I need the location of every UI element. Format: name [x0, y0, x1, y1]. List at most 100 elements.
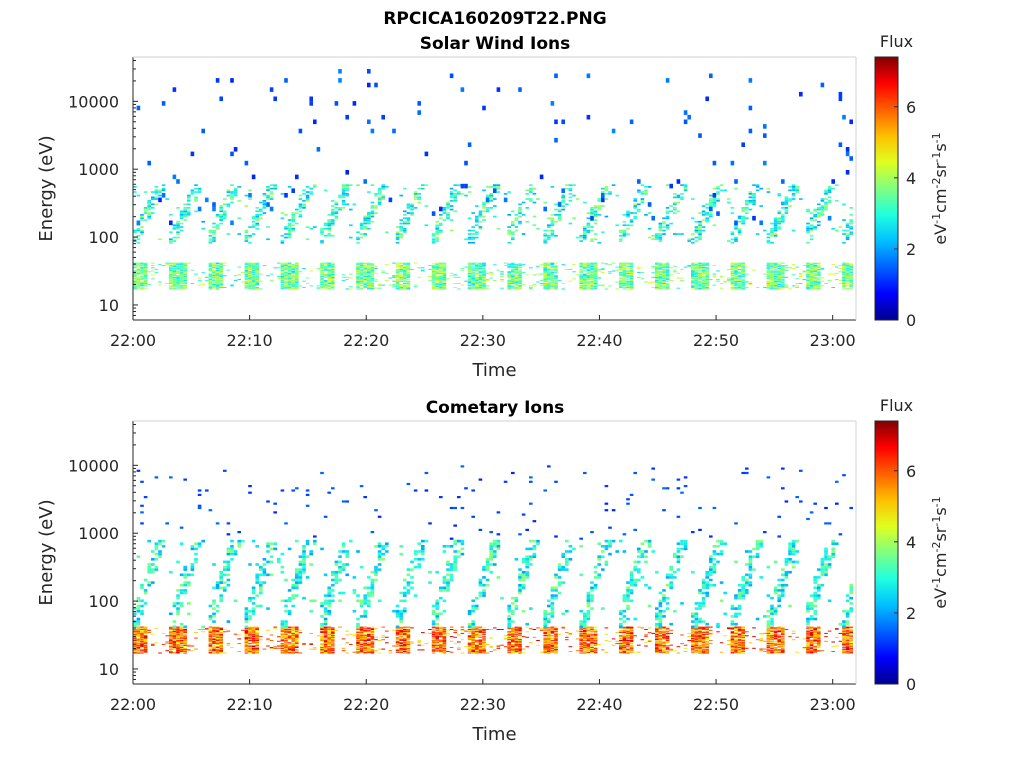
heatmap-cell: [251, 285, 256, 287]
heatmap-cell: [320, 283, 324, 284]
heatmap-cell: [471, 284, 475, 286]
heatmap-cell: [212, 639, 216, 641]
heatmap-cell: [662, 264, 666, 266]
heatmap-cell: [665, 264, 670, 266]
heatmap-cell: [136, 644, 141, 646]
heatmap-cell: [212, 599, 216, 603]
heatmap-cell: [158, 284, 162, 286]
heatmap-cell: [691, 267, 695, 269]
heatmap-cell: [190, 565, 195, 569]
heatmap-cell: [669, 267, 673, 269]
heatmap-cell: [187, 198, 191, 200]
heatmap-cell: [817, 265, 821, 266]
heatmap-cell: [665, 78, 670, 83]
heatmap-cell: [741, 271, 745, 273]
heatmap-cell: [176, 594, 180, 597]
heatmap-cell: [770, 284, 774, 286]
heatmap-cell: [323, 266, 328, 268]
heatmap-cell: [730, 279, 735, 281]
heatmap-cell: [795, 278, 799, 280]
heatmap-cell: [734, 284, 738, 286]
heatmap-cell: [244, 628, 249, 630]
heatmap-cell: [813, 288, 817, 290]
heatmap-cell: [478, 276, 483, 278]
heatmap-cell: [665, 267, 670, 269]
heatmap-cell: [770, 279, 774, 281]
heatmap-cell: [773, 288, 778, 290]
heatmap-cell: [226, 547, 231, 551]
heatmap-cell: [763, 124, 767, 129]
heatmap-cell: [169, 274, 173, 276]
heatmap-cell: [284, 287, 288, 288]
heatmap-cell: [745, 287, 749, 288]
heatmap-cell: [467, 273, 472, 275]
heatmap-cell: [251, 612, 256, 616]
heatmap-cell: [773, 265, 778, 266]
heatmap-cell: [640, 193, 645, 195]
heatmap-cells: [133, 465, 853, 654]
heatmap-cell: [176, 222, 180, 225]
heatmap-cell: [147, 212, 151, 214]
heatmap-cell: [428, 276, 432, 277]
heatmap-cell: [748, 105, 753, 111]
heatmap-cell: [298, 203, 303, 206]
heatmap-cell: [403, 278, 407, 280]
heatmap-cell: [212, 270, 216, 272]
heatmap-cell: [284, 236, 288, 239]
heatmap-cell: [255, 268, 259, 270]
heatmap-cell: [543, 233, 547, 235]
heatmap-cell: [241, 272, 245, 274]
heatmap-cell: [763, 287, 767, 288]
heatmap-cell: [172, 643, 177, 645]
heatmap-cell: [593, 288, 598, 290]
heatmap-cell: [781, 265, 785, 267]
heatmap-cell: [183, 643, 187, 645]
heatmap-cell: [208, 649, 213, 651]
heatmap-cell: [543, 263, 547, 265]
colorbar-title: Flux: [880, 32, 913, 51]
heatmap-cell: [212, 271, 216, 273]
heatmap-cell: [244, 630, 249, 632]
heatmap-cell: [626, 224, 630, 227]
heatmap-cell: [143, 496, 148, 499]
heatmap-cell: [179, 276, 184, 278]
heatmap-cell: [464, 266, 468, 268]
heatmap-cell: [683, 184, 688, 186]
heatmap-cell: [201, 631, 205, 633]
heatmap-cell: [737, 284, 742, 286]
heatmap-cell: [176, 636, 180, 638]
heatmap-cell: [187, 649, 191, 651]
heatmap-cell: [583, 281, 587, 283]
heatmap-cell: [284, 278, 288, 280]
heatmap-cell: [320, 263, 324, 265]
heatmap-cell: [320, 267, 324, 269]
heatmap-cell: [295, 265, 299, 266]
heatmap-cell: [518, 208, 522, 211]
heatmap-cell: [291, 283, 295, 284]
heatmap-cell: [280, 262, 285, 264]
heatmap-cell: [428, 265, 432, 266]
heatmap-cell: [176, 277, 180, 279]
heatmap-cell: [471, 279, 475, 281]
heatmap-cell: [190, 650, 195, 652]
heatmap-cell: [277, 267, 281, 269]
heatmap-cell: [511, 286, 515, 288]
heatmap-cell: [658, 281, 663, 283]
heatmap-cell: [179, 542, 184, 545]
heatmap-cell: [662, 266, 666, 268]
heatmap-cell: [543, 262, 547, 264]
heatmap-cell: [511, 284, 515, 286]
heatmap-cell: [136, 282, 141, 284]
heatmap-cell: [223, 203, 227, 206]
heatmap-cell: [179, 214, 184, 216]
heatmap-cell: [154, 628, 159, 630]
heatmap-cell: [475, 286, 479, 288]
heatmap-cell: [395, 276, 400, 277]
heatmap-cell: [345, 193, 349, 195]
heatmap-cell: [133, 229, 137, 232]
heatmap-cell: [435, 231, 439, 234]
heatmap-cell: [370, 215, 375, 218]
heatmap-cell: [377, 189, 382, 192]
heatmap-cell: [766, 273, 771, 275]
heatmap-cell: [601, 284, 605, 286]
